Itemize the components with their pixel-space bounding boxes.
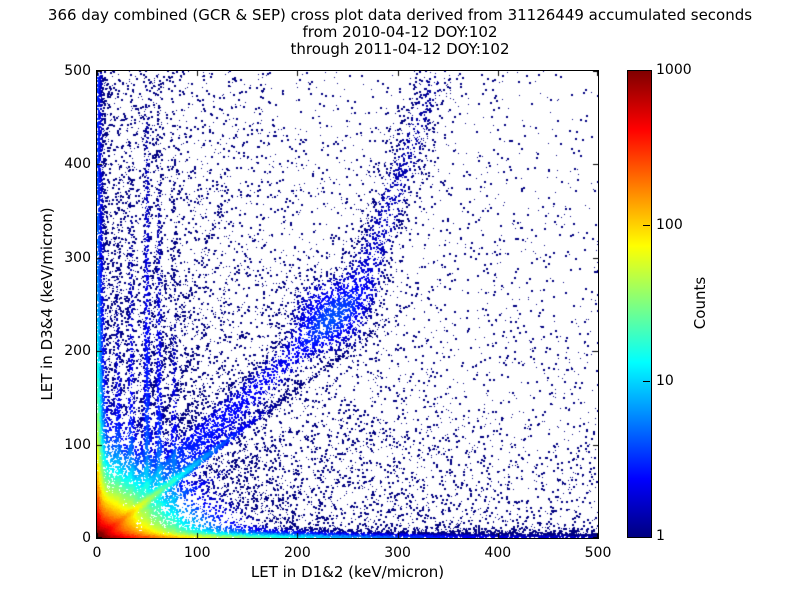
title-line-3: through 2011-04-12 DOY:102	[290, 40, 510, 58]
colorbar-tick-label: 100	[656, 217, 683, 234]
colorbar	[627, 70, 652, 538]
title-line-2: from 2010-04-12 DOY:102	[302, 23, 498, 41]
x-tick-label: 200	[284, 545, 311, 561]
y-tick-label: 200	[64, 343, 91, 360]
colorbar-label: Counts	[691, 276, 709, 330]
y-tick-label: 100	[64, 436, 91, 453]
title-line-1: 366 day combined (GCR & SEP) cross plot …	[47, 6, 753, 24]
x-tick-label: 300	[384, 545, 411, 561]
x-tick-label: 100	[183, 545, 211, 561]
plot-area	[96, 70, 599, 539]
x-tick-label: 400	[484, 545, 512, 561]
x-tick-label: 500	[584, 545, 612, 561]
y-tick-label: 400	[64, 156, 91, 173]
y-tick-label: 300	[64, 249, 91, 266]
colorbar-tick-label: 1	[656, 528, 665, 544]
scatter-canvas	[97, 71, 598, 538]
y-axis-label: LET in D3&4 (keV/micron)	[38, 207, 56, 401]
colorbar-tick-mark	[643, 380, 650, 382]
y-tick-label: 0	[82, 530, 91, 546]
x-axis-label: LET in D1&2 (keV/micron)	[250, 563, 445, 581]
colorbar-tick-mark	[643, 225, 650, 227]
colorbar-tick-label: 1000	[656, 62, 692, 78]
y-tick-label: 500	[64, 63, 91, 79]
x-tick-label: 0	[92, 545, 102, 561]
colorbar-tick-label: 10	[656, 372, 674, 389]
figure-title: 366 day combined (GCR & SEP) cross plot …	[0, 7, 800, 58]
